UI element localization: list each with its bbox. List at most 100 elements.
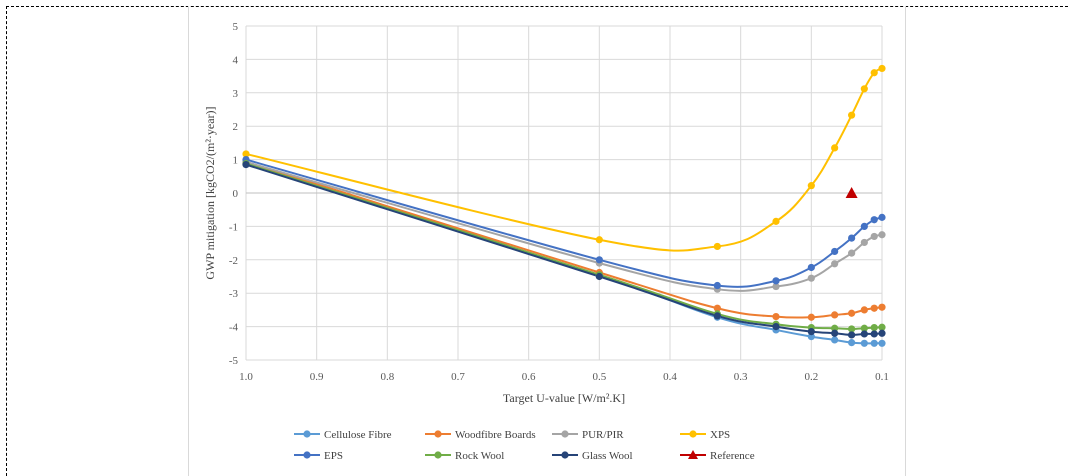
cellulose-fibre-point <box>848 339 856 347</box>
legend-marker-rock-wool <box>434 451 442 459</box>
pur-pir-point <box>860 238 868 247</box>
legend-label-woodfibre-boards: Woodfibre Boards <box>455 429 536 441</box>
chart-panel <box>188 6 906 476</box>
y-axis-title: GWP mitigation [kgCO2/(m²·year)] <box>203 106 217 279</box>
x-tick-label: 0.2 <box>804 371 818 383</box>
eps-point <box>860 222 868 230</box>
y-tick-label: -2 <box>229 255 238 267</box>
legend-label-reference: Reference <box>710 450 755 462</box>
x-axis-title: Target U-value [W/m².K] <box>503 391 625 405</box>
glass-wool-point <box>807 328 815 336</box>
x-tick-label: 0.1 <box>875 371 889 383</box>
xps-point <box>772 217 780 225</box>
eps-point <box>831 247 839 256</box>
cellulose-fibre-point <box>831 336 839 344</box>
rock-wool-line <box>245 162 883 330</box>
glass-wool-point <box>713 312 721 320</box>
y-tick-label: 5 <box>233 21 239 33</box>
y-tick-label: 3 <box>233 88 239 100</box>
rock-wool-point <box>870 324 878 332</box>
eps-point <box>772 277 780 285</box>
pur-pir-point <box>870 232 878 241</box>
xps-point <box>878 64 886 73</box>
x-tick-label: 0.3 <box>734 371 748 383</box>
pur-pir-point <box>772 282 780 291</box>
glass-wool-point <box>878 329 886 337</box>
y-tick-label: 1 <box>233 155 239 167</box>
xps-point <box>831 144 839 152</box>
legend-marker-woodfibre-boards <box>434 430 442 438</box>
legend-label-pur-pir: PUR/PIR <box>582 429 624 441</box>
woodfibre-boards-point <box>860 306 868 314</box>
pur-pir-point <box>878 231 886 239</box>
legend-marker-xps <box>689 430 697 438</box>
page-frame <box>6 6 1068 476</box>
axis-layer: 1.0 0.9 0.8 0.7 0.6 0.5 0.4 0.3 0.2 0.1 -5 -4 -3 -2 -1… <box>229 21 889 383</box>
rock-wool-point <box>878 323 886 331</box>
glass-wool-point <box>242 161 250 169</box>
xps-point <box>870 69 878 77</box>
xps-point <box>242 150 250 158</box>
legend-marker-eps <box>303 451 311 459</box>
x-tick-label: 1.0 <box>239 371 253 383</box>
y-tick-label: -1 <box>229 221 238 233</box>
y-tick-label: -4 <box>229 322 239 334</box>
cellulose-fibre-point <box>878 339 886 347</box>
rock-wool-point <box>848 325 856 333</box>
cellulose-fibre-point <box>807 333 815 341</box>
pur-pir-point <box>848 249 856 257</box>
x-tick-label: 0.7 <box>451 371 465 383</box>
xps-point <box>807 182 815 190</box>
legend-label-cellulose-fibre: Cellulose Fibre <box>324 429 392 441</box>
woodfibre-boards-point <box>807 313 815 321</box>
legend-marker-pur-pir <box>561 430 569 438</box>
y-tick-label: -5 <box>229 355 239 367</box>
legend: Cellulose Fibre Woodfibre Boards PUR/PIR XP… <box>294 429 755 462</box>
woodfibre-boards-point <box>772 312 780 321</box>
legend-marker-glass-wool <box>561 451 569 459</box>
cellulose-fibre-point <box>860 339 868 347</box>
legend-label-rock-wool: Rock Wool <box>455 450 504 462</box>
y-tick-label: 0 <box>233 188 239 200</box>
legend-marker-cellulose-fibre <box>303 430 311 438</box>
pur-pir-point <box>831 260 839 268</box>
woodfibre-boards-line <box>245 160 883 319</box>
xps-point <box>860 85 868 93</box>
woodfibre-boards-point <box>848 309 856 317</box>
eps-point <box>870 216 878 224</box>
woodfibre-boards-point <box>831 311 839 319</box>
x-tick-label: 0.4 <box>663 371 677 383</box>
y-tick-label: 4 <box>233 54 239 66</box>
legend-label-eps: EPS <box>324 450 343 462</box>
eps-point <box>878 213 886 221</box>
glass-wool-point <box>595 272 603 281</box>
xps-point <box>713 242 721 251</box>
legend-marker-reference <box>688 450 698 459</box>
x-tick-label: 0.6 <box>522 371 536 383</box>
x-tick-label: 0.5 <box>592 371 606 383</box>
gwp-line-chart: 1.0 0.9 0.8 0.7 0.6 0.5 0.4 0.3 0.2 0.1 -5 -4 -3 -2 -1… <box>203 21 889 462</box>
legend-label-glass-wool: Glass Wool <box>582 450 633 462</box>
series-markers <box>242 64 886 347</box>
woodfibre-boards-point <box>713 304 721 312</box>
xps-point <box>595 236 603 244</box>
rock-wool-point <box>860 324 868 332</box>
x-tick-label: 0.9 <box>310 371 324 383</box>
pur-pir-point <box>807 274 815 282</box>
eps-point <box>848 234 856 242</box>
glass-wool-point <box>848 331 856 339</box>
glass-wool-point <box>772 323 780 331</box>
series-lines <box>245 67 883 345</box>
eps-point <box>595 256 603 264</box>
y-tick-label: -3 <box>229 288 239 300</box>
glass-wool-point <box>870 330 878 338</box>
legend-label-xps: XPS <box>710 429 730 441</box>
y-tick-label: 2 <box>233 121 239 133</box>
xps-point <box>848 111 856 119</box>
woodfibre-boards-point <box>870 304 878 312</box>
x-tick-label: 0.8 <box>380 371 394 383</box>
cellulose-fibre-point <box>870 339 878 347</box>
eps-point <box>807 263 815 272</box>
reference-marker <box>845 187 858 198</box>
eps-point <box>713 281 721 290</box>
